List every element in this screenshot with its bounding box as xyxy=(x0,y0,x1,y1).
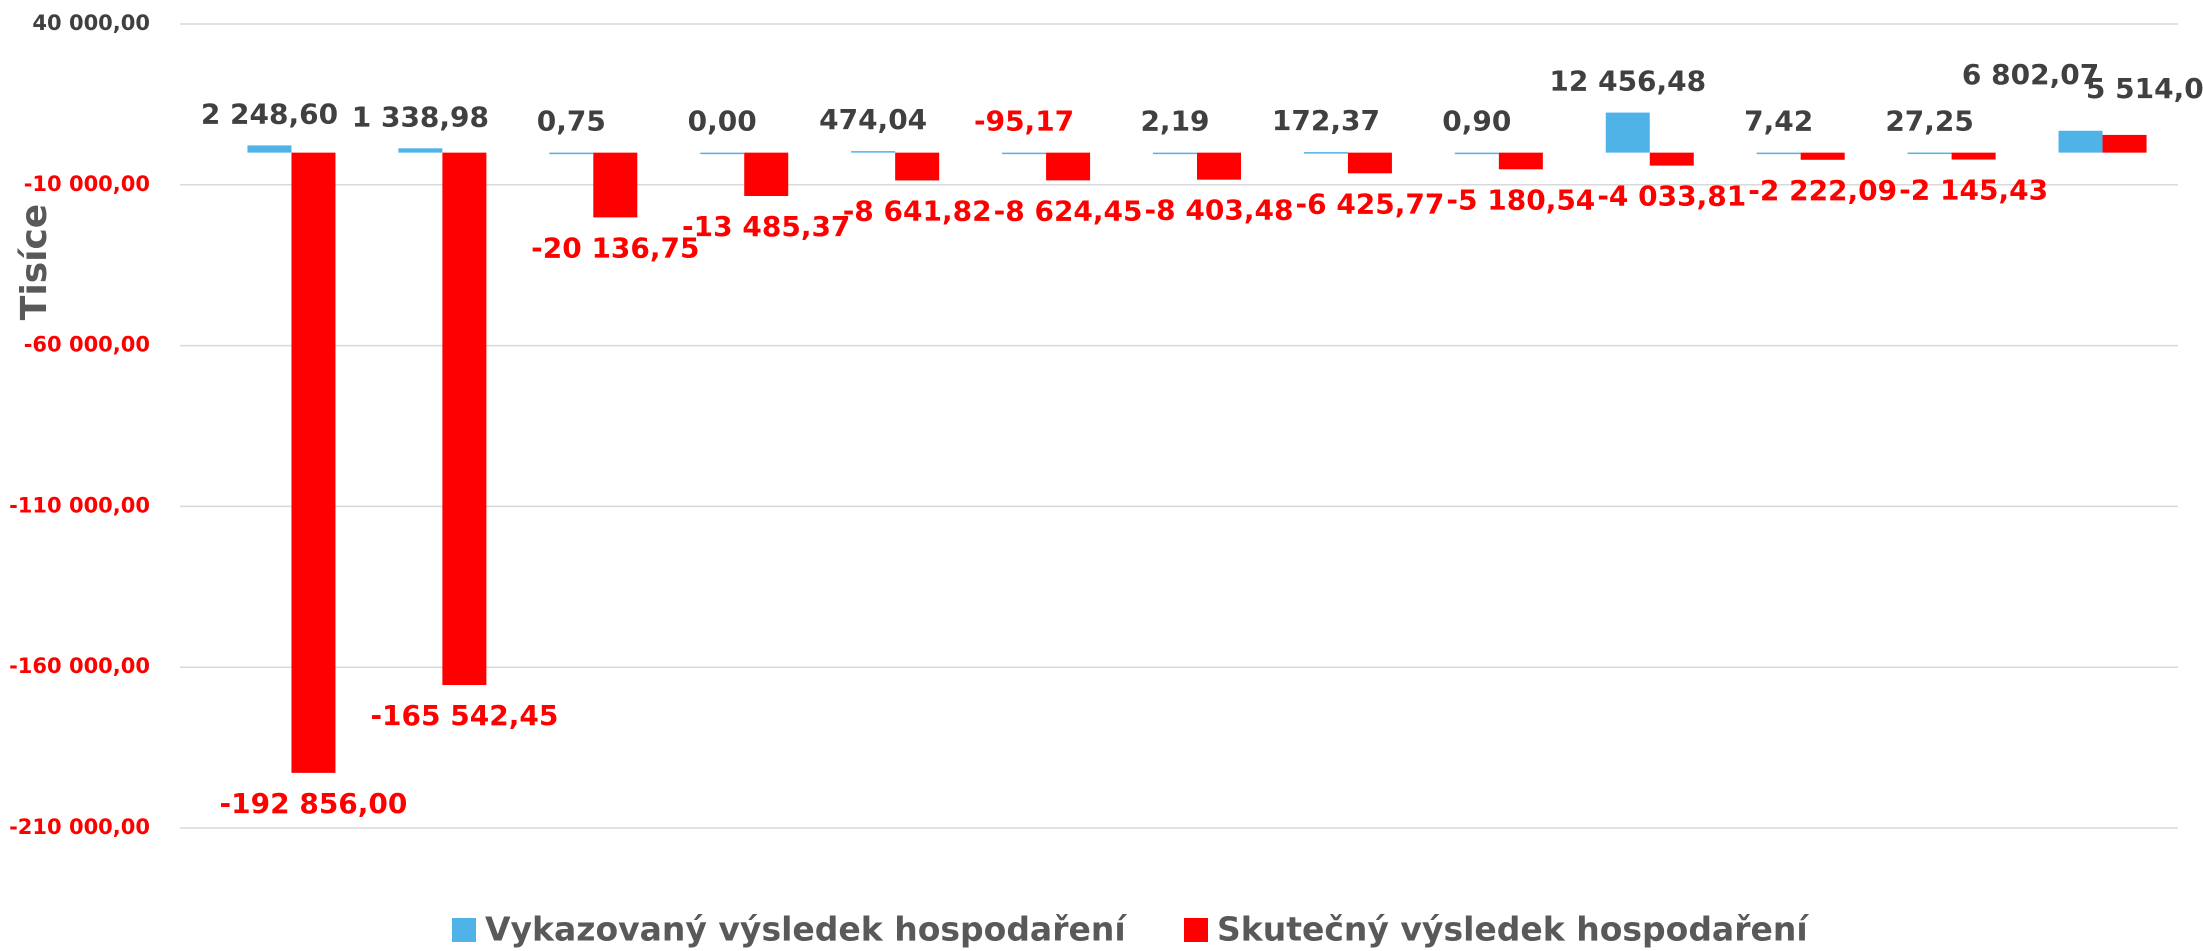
bar xyxy=(1303,152,1348,154)
bar xyxy=(1756,152,1801,155)
bar xyxy=(1498,152,1543,170)
bar xyxy=(2102,134,2147,153)
bar xyxy=(1605,112,1650,153)
data-label: 0,00 xyxy=(688,105,757,138)
data-label: -2 222,09 xyxy=(1748,174,1897,207)
data-label: 2 248,60 xyxy=(201,97,338,130)
data-label: 474,04 xyxy=(819,103,927,136)
bar xyxy=(700,152,745,155)
bar xyxy=(291,152,336,773)
bar xyxy=(1046,152,1091,181)
y-axis-label: Tisíce xyxy=(14,204,55,320)
bar xyxy=(851,151,896,153)
data-label: 27,25 xyxy=(1885,105,1974,138)
data-label: -6 425,77 xyxy=(1295,187,1444,220)
bar xyxy=(549,152,594,155)
bar xyxy=(1907,152,1952,155)
data-label: -8 403,48 xyxy=(1145,194,1294,227)
bar xyxy=(1002,152,1047,155)
data-label: -8 641,82 xyxy=(843,194,992,227)
data-label: -192 856,00 xyxy=(220,787,408,820)
data-label: -8 624,45 xyxy=(994,194,1143,227)
bar xyxy=(1454,152,1499,155)
legend-label: Vykazovaný výsledek hospodaření xyxy=(485,910,1127,949)
data-label: 6 802,07 xyxy=(1962,58,2099,91)
data-label: 12 456,48 xyxy=(1549,65,1706,98)
data-label: 7,42 xyxy=(1744,105,1813,138)
data-label: 0,90 xyxy=(1442,105,1511,138)
data-label: -4 033,81 xyxy=(1597,180,1746,213)
y-tick-label: -110 000,00 xyxy=(9,493,150,517)
bar xyxy=(1649,152,1694,166)
bar xyxy=(442,152,487,686)
data-label: -165 542,45 xyxy=(370,699,558,732)
data-label: -13 485,37 xyxy=(682,210,850,243)
bar xyxy=(398,148,443,153)
data-label: -2 145,43 xyxy=(1899,174,2048,207)
y-tick-label: -60 000,00 xyxy=(24,333,150,357)
legend-label: Skutečný výsledek hospodaření xyxy=(1217,910,1809,949)
data-label: -5 180,54 xyxy=(1446,183,1595,216)
data-label: 2,19 xyxy=(1140,105,1209,138)
bar xyxy=(895,152,940,181)
bar xyxy=(1197,152,1241,180)
bar xyxy=(1951,152,1996,160)
bar xyxy=(744,152,789,197)
y-tick-label: -160 000,00 xyxy=(9,654,150,678)
bar xyxy=(1800,152,1845,160)
bar xyxy=(2058,130,2103,153)
data-label: 1 338,98 xyxy=(352,100,489,133)
data-label: 172,37 xyxy=(1272,104,1380,137)
legend-swatch xyxy=(452,918,476,942)
legend-swatch xyxy=(1184,918,1208,942)
data-label: 5 514,09 xyxy=(2086,72,2203,105)
data-label: -95,17 xyxy=(974,105,1074,138)
y-tick-label: 40 000,00 xyxy=(32,11,150,35)
bar xyxy=(1153,152,1197,155)
y-tick-label: -210 000,00 xyxy=(9,815,150,839)
data-label: -20 136,75 xyxy=(531,231,699,264)
data-label: 0,75 xyxy=(537,105,606,138)
bar xyxy=(1347,152,1392,174)
y-tick-label: -10 000,00 xyxy=(24,172,150,196)
bar xyxy=(593,152,638,218)
bar xyxy=(247,145,292,153)
